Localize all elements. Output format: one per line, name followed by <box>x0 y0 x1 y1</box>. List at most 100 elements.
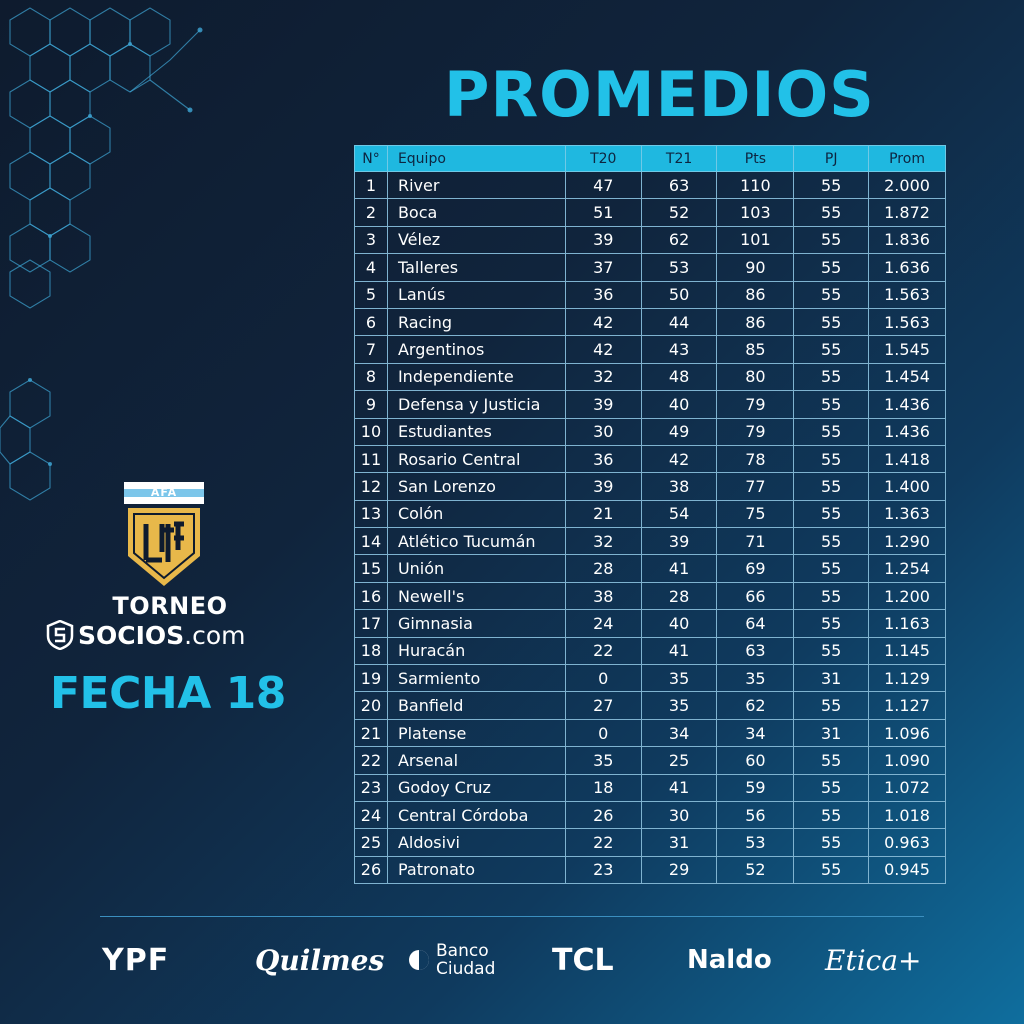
average-cell: 0.945 <box>868 855 946 885</box>
header-team: Equipo <box>386 145 566 172</box>
played-cell: 55 <box>793 280 870 309</box>
played-cell: 55 <box>793 773 870 802</box>
table-row: 11 Rosario Central 36 42 78 55 1.418 <box>354 444 946 474</box>
position-cell: 5 <box>354 280 388 309</box>
team-cell: Argentinos <box>386 335 566 364</box>
socios-shield-icon <box>46 620 74 650</box>
sponsor-tcl: TCL <box>552 942 614 978</box>
points-cell: 101 <box>716 225 795 255</box>
sponsor-ypf: YPF <box>102 942 170 978</box>
points-cell: 66 <box>716 581 795 611</box>
t21-cell: 41 <box>640 554 718 583</box>
t21-cell: 40 <box>640 390 718 419</box>
t20-cell: 0 <box>564 664 642 693</box>
position-cell: 6 <box>354 307 388 337</box>
average-cell: 1.436 <box>868 417 946 446</box>
header-position: N° <box>354 145 388 172</box>
average-cell: 1.072 <box>868 773 946 802</box>
points-cell: 53 <box>716 828 795 857</box>
team-cell: Godoy Cruz <box>386 773 566 802</box>
average-cell: 1.836 <box>868 225 946 255</box>
position-cell: 11 <box>354 444 388 474</box>
played-cell: 55 <box>793 746 870 775</box>
table-row: 23 Godoy Cruz 18 41 59 55 1.072 <box>354 773 946 802</box>
average-cell: 1.563 <box>868 280 946 309</box>
header-played: PJ <box>793 145 870 172</box>
table-row: 16 Newell's 38 28 66 55 1.200 <box>354 581 946 611</box>
points-cell: 56 <box>716 800 795 830</box>
t21-cell: 31 <box>640 828 718 857</box>
points-cell: 69 <box>716 554 795 583</box>
average-cell: 1.200 <box>868 581 946 611</box>
position-cell: 12 <box>354 472 388 501</box>
points-cell: 63 <box>716 636 795 666</box>
afa-badge-text: AFA <box>150 485 178 499</box>
points-cell: 77 <box>716 472 795 501</box>
table-header-row: N° Equipo T20 T21 Pts PJ Prom <box>354 145 946 172</box>
position-cell: 24 <box>354 800 388 830</box>
t20-cell: 36 <box>564 444 642 474</box>
played-cell: 55 <box>793 444 870 474</box>
t21-cell: 28 <box>640 581 718 611</box>
t21-cell: 52 <box>640 198 718 227</box>
table-row: 7 Argentinos 42 43 85 55 1.545 <box>354 335 946 364</box>
played-cell: 55 <box>793 472 870 501</box>
t21-cell: 35 <box>640 664 718 693</box>
sponsor-divider <box>100 916 924 917</box>
table-row: 18 Huracán 22 41 63 55 1.145 <box>354 636 946 666</box>
average-cell: 1.363 <box>868 499 946 529</box>
t20-cell: 22 <box>564 636 642 666</box>
position-cell: 2 <box>354 198 388 227</box>
t21-cell: 42 <box>640 444 718 474</box>
hexagon-pattern-decoration <box>0 7 203 501</box>
average-cell: 1.872 <box>868 198 946 227</box>
average-cell: 1.454 <box>868 362 946 392</box>
average-cell: 2.000 <box>868 170 946 200</box>
points-cell: 85 <box>716 335 795 364</box>
team-cell: Vélez <box>386 225 566 255</box>
t21-cell: 49 <box>640 417 718 446</box>
average-cell: 1.418 <box>868 444 946 474</box>
t20-cell: 36 <box>564 280 642 309</box>
t21-cell: 38 <box>640 472 718 501</box>
banco-line-1: Banco <box>436 941 489 961</box>
team-cell: Defensa y Justicia <box>386 390 566 419</box>
average-cell: 1.096 <box>868 718 946 748</box>
position-cell: 26 <box>354 855 388 885</box>
team-cell: Gimnasia <box>386 609 566 638</box>
banco-line-2: Ciudad <box>436 959 496 979</box>
team-cell: Banfield <box>386 691 566 720</box>
average-cell: 1.018 <box>868 800 946 830</box>
points-cell: 64 <box>716 609 795 638</box>
t21-cell: 63 <box>640 170 718 200</box>
played-cell: 55 <box>793 417 870 446</box>
table-row: 17 Gimnasia 24 40 64 55 1.163 <box>354 609 946 638</box>
table-row: 4 Talleres 37 53 90 55 1.636 <box>354 253 946 282</box>
team-cell: Central Córdoba <box>386 800 566 830</box>
team-cell: Huracán <box>386 636 566 666</box>
header-t20: T20 <box>564 145 642 172</box>
team-cell: Sarmiento <box>386 664 566 693</box>
average-cell: 1.127 <box>868 691 946 720</box>
header-points: Pts <box>716 145 795 172</box>
points-cell: 90 <box>716 253 795 282</box>
t20-cell: 27 <box>564 691 642 720</box>
points-cell: 86 <box>716 307 795 337</box>
table-row: 6 Racing 42 44 86 55 1.563 <box>354 307 946 337</box>
t20-cell: 0 <box>564 718 642 748</box>
played-cell: 55 <box>793 800 870 830</box>
t20-cell: 42 <box>564 335 642 364</box>
t20-cell: 24 <box>564 609 642 638</box>
position-cell: 1 <box>354 170 388 200</box>
average-cell: 1.290 <box>868 527 946 556</box>
average-cell: 0.963 <box>868 828 946 857</box>
points-cell: 60 <box>716 746 795 775</box>
played-cell: 55 <box>793 581 870 611</box>
table-row: 9 Defensa y Justicia 39 40 79 55 1.436 <box>354 390 946 419</box>
played-cell: 55 <box>793 855 870 885</box>
sponsor-banco-ciudad: Banco Ciudad <box>408 930 495 990</box>
points-cell: 78 <box>716 444 795 474</box>
team-cell: Atlético Tucumán <box>386 527 566 556</box>
team-cell: Arsenal <box>386 746 566 775</box>
team-cell: Unión <box>386 554 566 583</box>
